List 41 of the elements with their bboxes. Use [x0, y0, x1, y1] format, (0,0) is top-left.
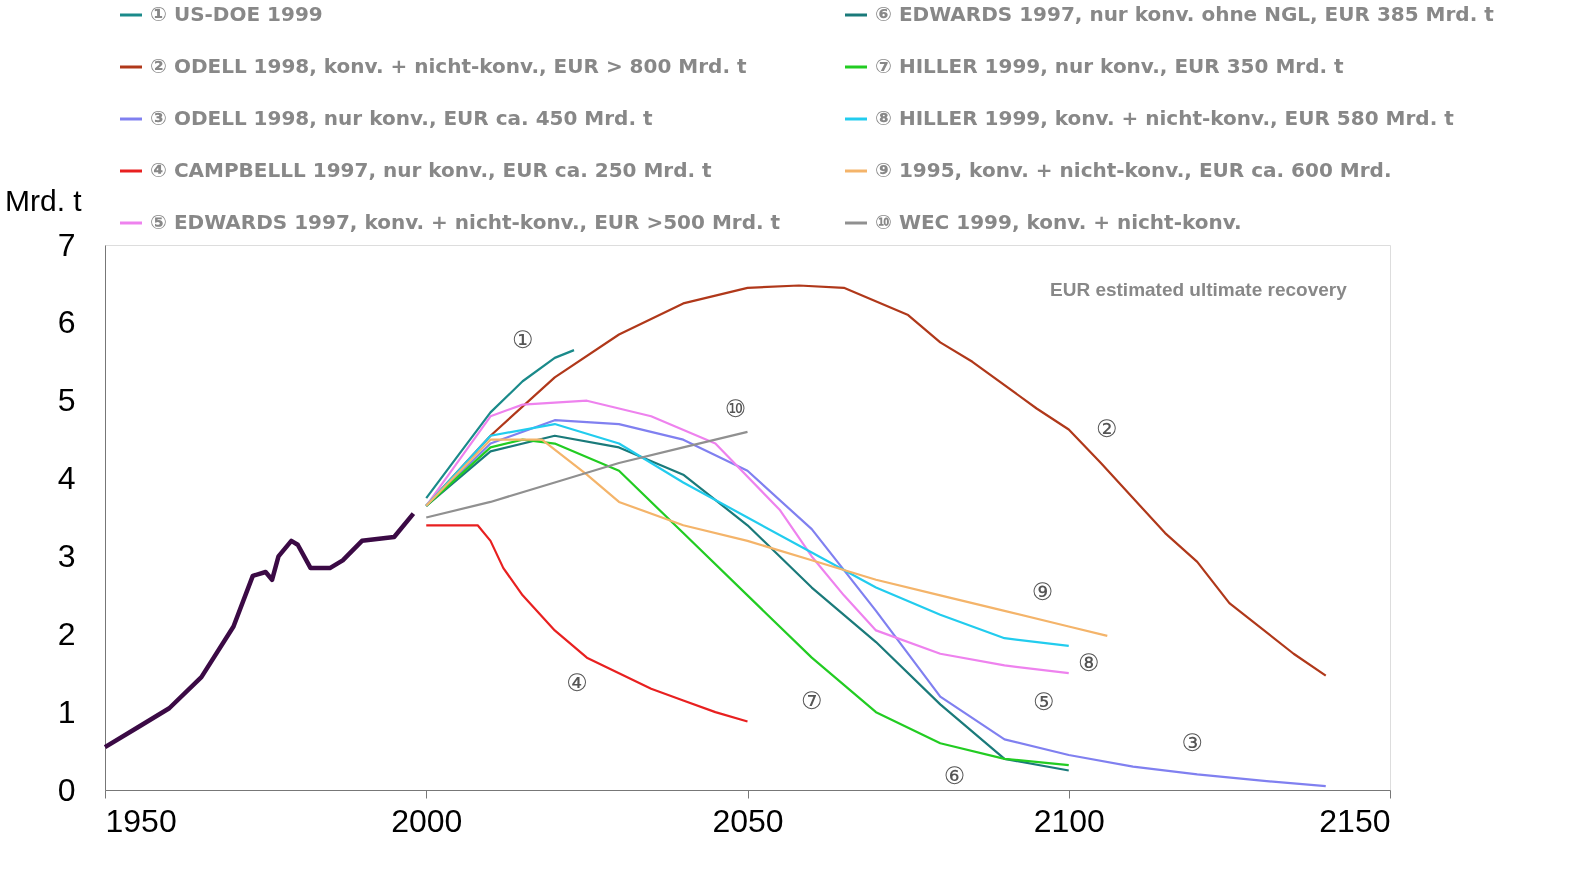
legend-label: ② ODELL 1998, konv. + nicht-konv., EUR > 800 Mrd. t	[150, 54, 747, 78]
legend-label: ① US-DOE 1999	[150, 2, 323, 26]
x-tick-label: 2050	[712, 802, 784, 839]
annotation: ③	[1181, 729, 1204, 758]
x-tick-label: 1950	[105, 802, 177, 839]
annotation: ④	[566, 668, 588, 697]
legend-label: ⑦ HILLER 1999, nur konv., EUR 350 Mrd. t	[875, 54, 1345, 78]
legend-label: ⑧ HILLER 1999, konv. + nicht-konv., EUR 580 Mrd. t	[875, 106, 1455, 130]
y-tick-label: 5	[57, 382, 76, 419]
annotation: EUR estimated ultimate recovery	[1050, 279, 1348, 300]
legend-label: ③ ODELL 1998, nur konv., EUR ca. 450 Mrd. t	[150, 106, 653, 130]
y-tick-label: 0	[57, 771, 76, 808]
legend-label: ④ CAMPBELLL 1997, nur konv., EUR ca. 250 Mrd. t	[150, 158, 713, 182]
annotation: ⑦	[800, 686, 823, 715]
y-tick-label: 6	[57, 304, 76, 341]
annotation: ②	[1095, 414, 1118, 443]
annotation: ⑤	[1032, 688, 1055, 717]
line-series	[425, 438, 1109, 637]
legend-label: ⑨ 1995, konv. + nicht-konv., EUR ca. 600 Mrd.	[875, 158, 1392, 182]
x-tick-label: 2100	[1033, 802, 1105, 839]
y-tick-label: 1	[57, 693, 76, 730]
y-tick-label: 4	[57, 460, 76, 497]
annotation: ⑩	[724, 394, 747, 423]
legend-label: ⑥ EDWARDS 1997, nur konv. ohne NGL, EUR 385 Mrd. t	[875, 2, 1495, 26]
y-tick-label: 3	[57, 537, 76, 574]
line-series	[425, 524, 749, 723]
y-tick-label: 2	[57, 615, 76, 652]
x-tick-label: 2150	[1319, 802, 1391, 839]
line-series	[425, 349, 576, 500]
y-tick-label: 7	[57, 226, 76, 263]
legend-label: ⑩ WEC 1999, konv. + nicht-konv.	[875, 210, 1242, 234]
y-axis-title: Mrd. t	[5, 184, 83, 217]
annotation: ⑨	[1031, 577, 1054, 606]
line-series	[102, 511, 416, 750]
line-series	[425, 399, 1070, 675]
annotation: ⑧	[1077, 648, 1100, 677]
x-tick-label: 2000	[391, 802, 463, 839]
annotation: ⑥	[943, 761, 966, 790]
line-series	[425, 430, 749, 519]
legend-label: ⑤ EDWARDS 1997, konv. + nicht-konv., EUR >500 Mrd. t	[150, 210, 781, 234]
annotation: ①	[511, 326, 534, 355]
